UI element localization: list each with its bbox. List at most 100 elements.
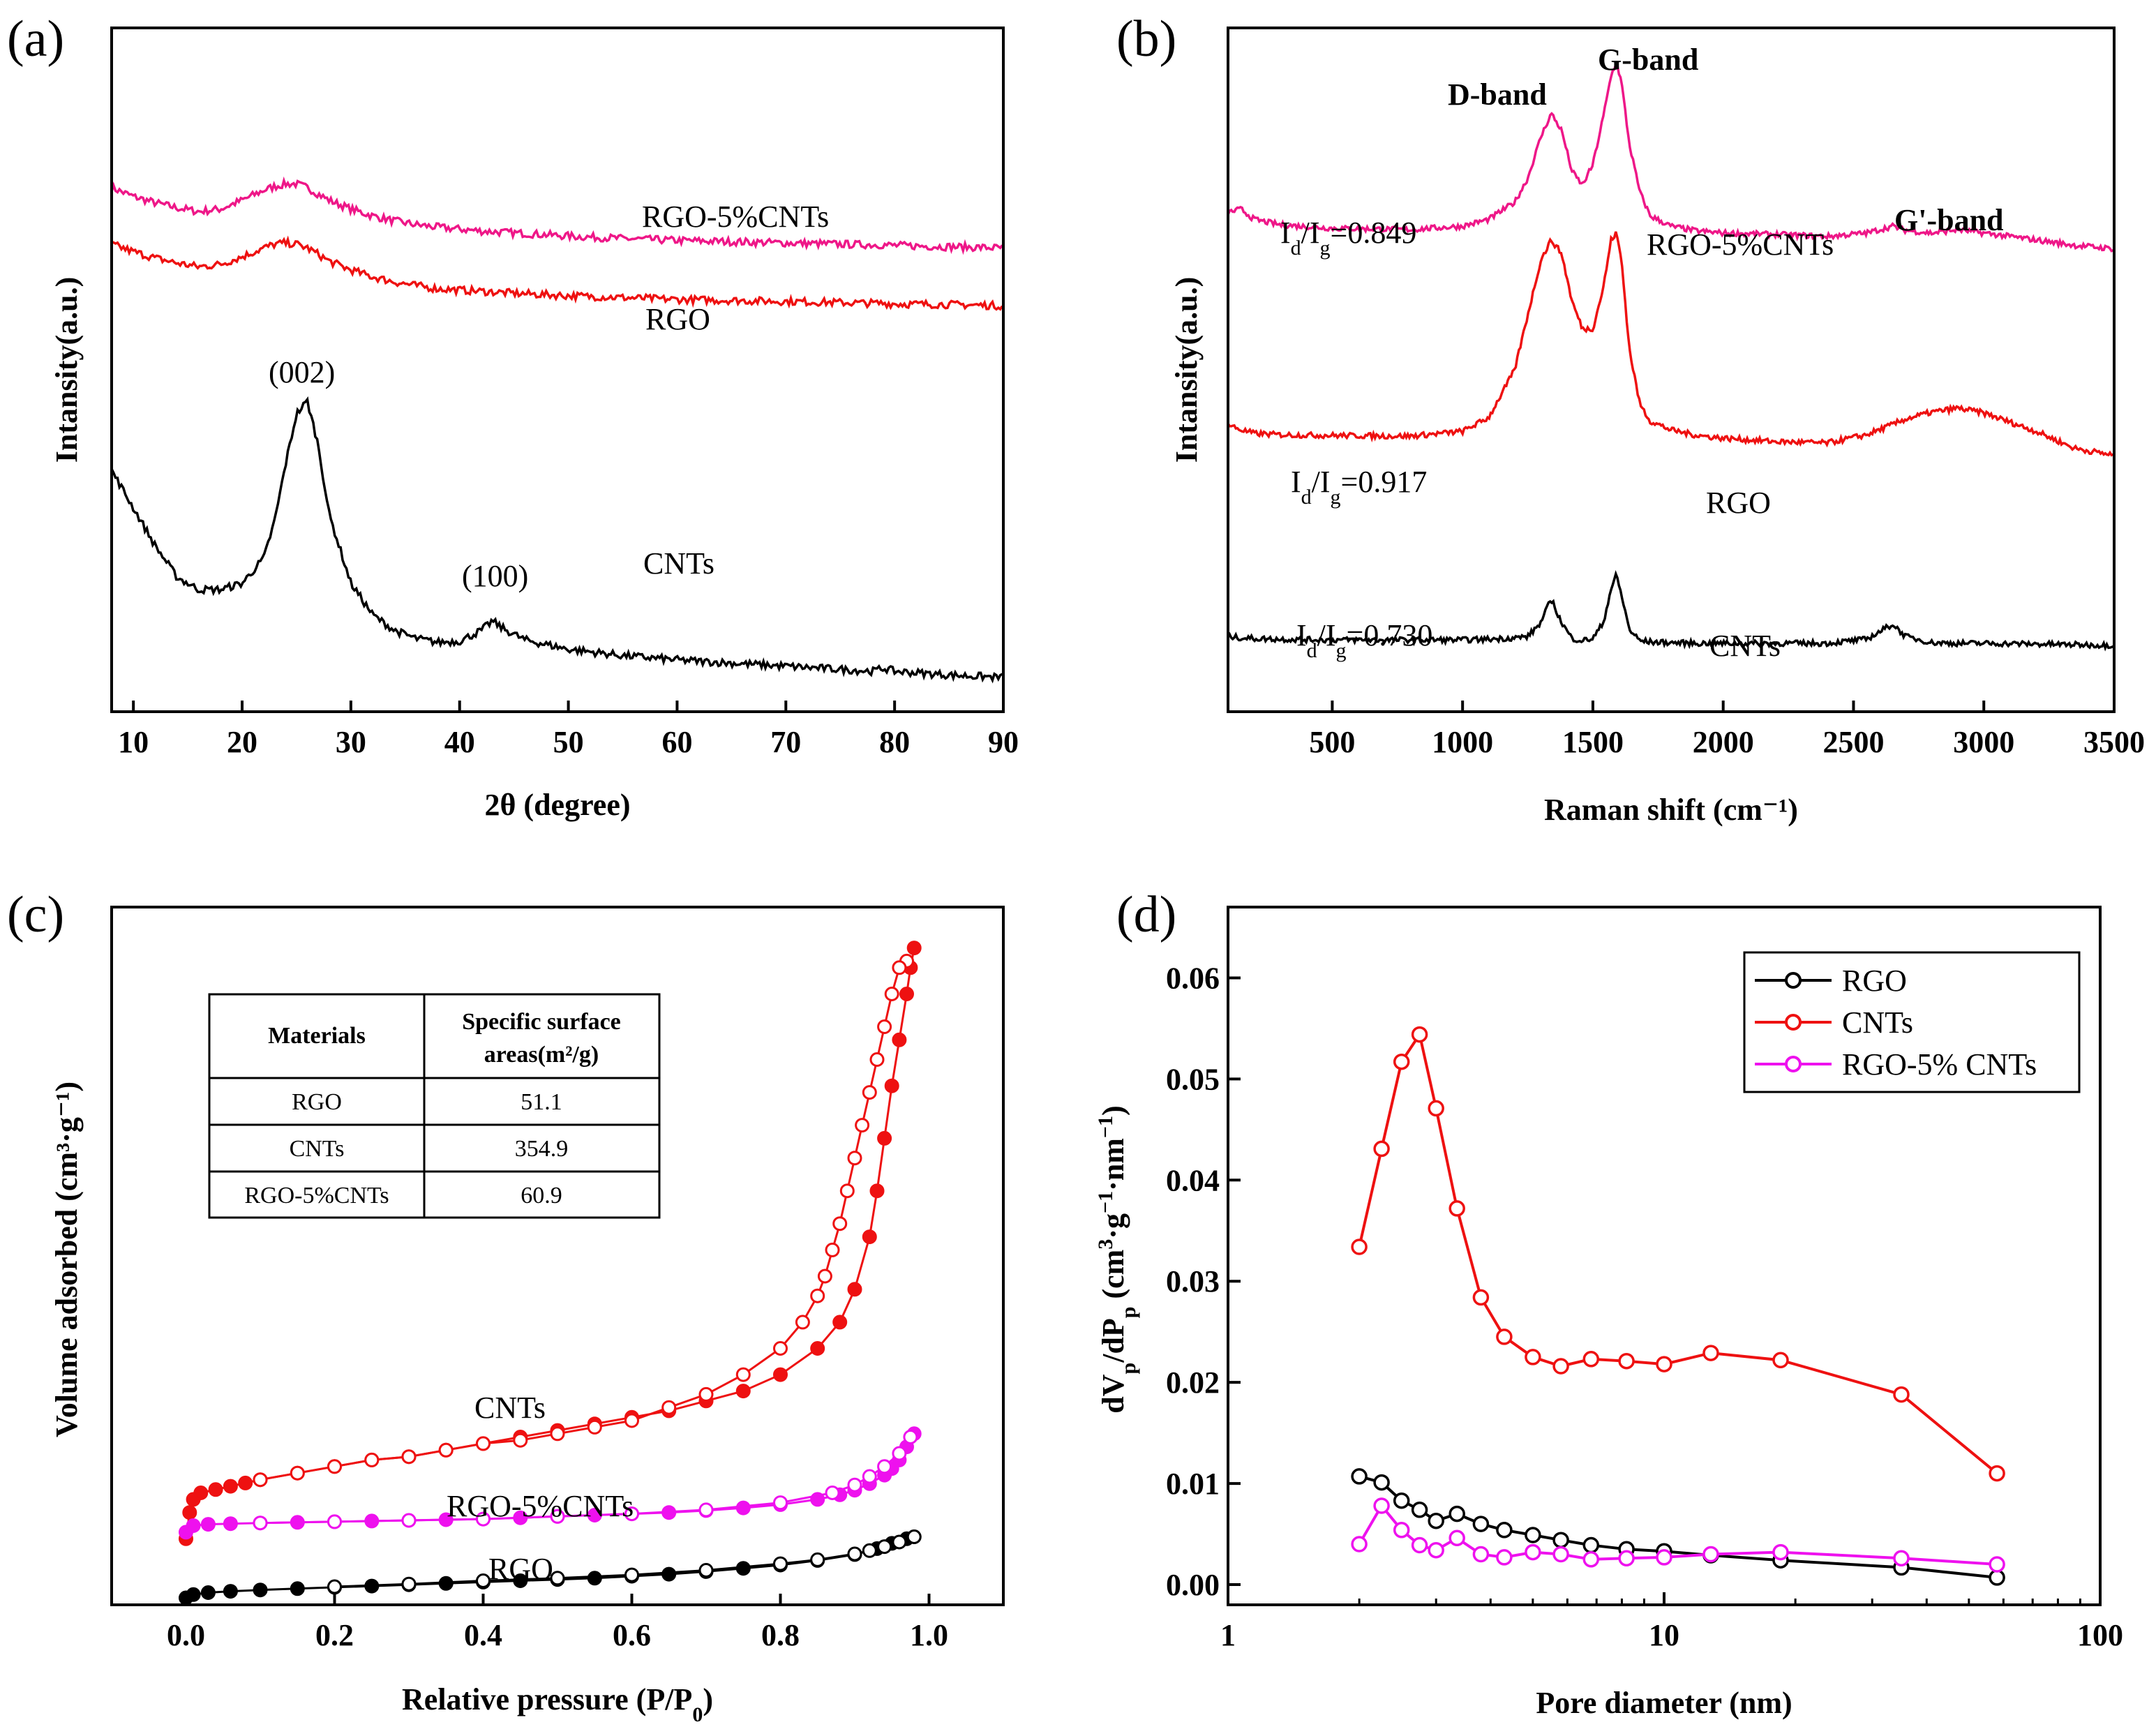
d-point (1525, 1543, 1541, 1561)
c-x-tick-label: 0.4 (464, 1618, 502, 1652)
b-x-tick-label: 3500 (2083, 725, 2145, 759)
c-series-line-5 (334, 1536, 915, 1588)
ssa-table-header-materials: Materials (268, 1023, 366, 1049)
a-plot-area (110, 176, 1003, 684)
d-point (1373, 1474, 1390, 1491)
c-point (869, 1183, 885, 1199)
d-point (1351, 1468, 1368, 1485)
c-point (847, 1477, 862, 1492)
d-point (1552, 1532, 1569, 1548)
a-y-label: Intansity(a.u.) (50, 277, 84, 463)
c-point (847, 1151, 862, 1166)
c-point (200, 1517, 216, 1532)
ssa-table-cell-material: RGO (292, 1089, 342, 1115)
d-plot-area (1351, 1026, 2005, 1586)
d-point (1411, 1502, 1428, 1518)
ssa-table-cell-value: 51.1 (521, 1089, 562, 1115)
b-series-0 (1227, 63, 2114, 253)
d-point (1702, 1546, 1719, 1563)
c-point (735, 1367, 751, 1382)
c-point (884, 1078, 899, 1093)
c-point (476, 1573, 491, 1588)
a-x-tick-label: 50 (553, 725, 584, 759)
d-point (1448, 1529, 1465, 1547)
c-point (877, 1019, 892, 1034)
ssa-table-cell-value: 60.9 (521, 1183, 562, 1209)
a-label-peak-002: (002) (269, 355, 335, 389)
ssa-table-cell-value: 354.9 (515, 1136, 569, 1162)
d-point (1989, 1465, 2005, 1482)
d-point (1472, 1546, 1490, 1563)
a-label-peak-100: (100) (462, 559, 528, 593)
d-x-tick-label: 10 (1649, 1618, 1679, 1652)
a-x-ticks: 10 20 30 40 50 60 70 80 90 (118, 701, 1019, 759)
d-legend-marker-cnts (1785, 1014, 1802, 1031)
b-series-1 (1227, 231, 2114, 457)
d-point (1472, 1516, 1490, 1532)
d-point (1448, 1200, 1465, 1217)
a-x-label: 2θ (degree) (484, 788, 630, 822)
c-point (401, 1449, 417, 1465)
d-point (1496, 1329, 1513, 1345)
b-x-tick-label: 1500 (1562, 725, 1624, 759)
c-point (200, 1585, 216, 1600)
a-x-tick-label: 70 (770, 725, 801, 759)
b-x-tick-label: 2500 (1822, 725, 1884, 759)
panel-c: (c) 0.0 0.2 0.4 0.6 0.8 1.0 Relative pressure… (7, 886, 1005, 1726)
b-plot-area (1227, 63, 2114, 652)
d-y-label: dVp/dPp (cm3·g−1·nm−1) (1094, 1105, 1140, 1413)
c-label-cnts: CNTs (474, 1391, 546, 1425)
c-point (877, 1539, 892, 1555)
c-point (862, 1085, 877, 1100)
c-point (810, 1288, 825, 1303)
panel-a: (a) 10 20 30 40 50 60 70 80 90 2θ (degree) Intan… (7, 10, 1019, 822)
d-point (1428, 1512, 1444, 1529)
d-x-tick-label: 100 (2077, 1618, 2123, 1652)
d-y-tick-label: 0.03 (1166, 1264, 1220, 1299)
c-point (587, 1571, 602, 1586)
d-point (1893, 1386, 1910, 1403)
c-point (253, 1472, 268, 1488)
c-point (624, 1567, 639, 1582)
a-series-1 (111, 235, 1003, 311)
panel-letter-d: (d) (1116, 886, 1176, 943)
c-point (855, 1118, 870, 1133)
c-point (550, 1509, 565, 1524)
c-plot-area (179, 941, 922, 1606)
a-frame (110, 27, 1005, 713)
a-series-0 (110, 176, 1003, 255)
d-point (1393, 1522, 1410, 1539)
d-point (1582, 1351, 1600, 1368)
d-point (1496, 1549, 1513, 1566)
c-point (327, 1579, 342, 1594)
a-x-tick-label: 20 (227, 725, 257, 759)
c-point (401, 1576, 417, 1592)
c-point (892, 1534, 907, 1550)
c-point (401, 1513, 417, 1528)
c-point (364, 1452, 380, 1467)
b-label-cnts: CNTs (1709, 629, 1781, 663)
d-legend-marker-rgo-cnts (1785, 1056, 1802, 1072)
d-point (1448, 1505, 1465, 1522)
c-x-tick-label: 0.8 (761, 1618, 800, 1652)
b-y-label: Intansity(a.u.) (1169, 277, 1204, 463)
d-point (1428, 1541, 1444, 1559)
d-y-tick-label: 0.05 (1166, 1062, 1220, 1096)
d-legend-label-cnts: CNTs (1842, 1005, 1913, 1040)
panel-d: (d) 1 10 100 0.00 0.01 0.02 0.03 0.04 0.05 0.06 P… (1094, 886, 2124, 1720)
b-x-tick-label: 500 (1309, 725, 1355, 759)
ssa-table: Materials Specific surface areas(m²/g) R… (208, 993, 661, 1219)
d-point (1772, 1352, 1789, 1369)
panel-b: (b) 500 1000 1500 2000 2500 3000 3500 Raman sh… (1116, 10, 2145, 827)
c-point (476, 1511, 491, 1527)
c-x-tick-label: 1.0 (910, 1618, 948, 1652)
d-point (1351, 1239, 1368, 1255)
b-label-rgo: RGO (1706, 486, 1771, 520)
a-x-tick-label: 40 (444, 725, 475, 759)
ssa-table-cell-material: RGO-5%CNTs (244, 1183, 389, 1209)
a-x-tick-label: 30 (336, 725, 366, 759)
c-point (186, 1518, 201, 1533)
c-x-ticks: 0.0 0.2 0.4 0.6 0.8 1.0 (167, 1594, 948, 1652)
b-x-ticks: 500 1000 1500 2000 2500 3000 3500 (1309, 701, 2145, 759)
